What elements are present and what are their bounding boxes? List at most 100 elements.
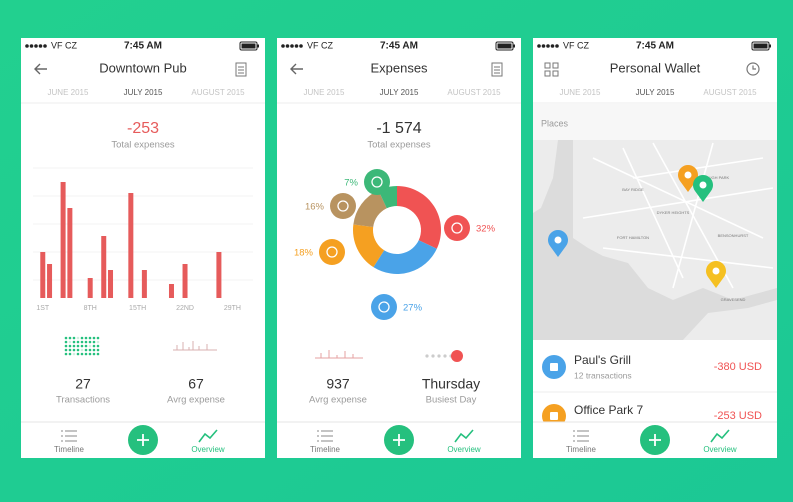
month-tab[interactable]: JUNE 2015 bbox=[560, 88, 601, 97]
dot-icon bbox=[64, 352, 68, 356]
signal-dot bbox=[555, 44, 559, 48]
dot-icon bbox=[84, 348, 88, 352]
total-amount: -1 574 bbox=[376, 120, 421, 137]
category-glyph bbox=[378, 301, 390, 313]
bar bbox=[67, 208, 73, 298]
place-glyph bbox=[550, 363, 558, 371]
dot-icon bbox=[96, 348, 100, 352]
signal-dot bbox=[38, 44, 43, 48]
month-tab[interactable]: AUGUST 2015 bbox=[447, 88, 501, 97]
phone-screen: VF CZ 7:45 AM Downtown Pub JUNE 2015 JULY 20… bbox=[21, 38, 265, 458]
history-button[interactable] bbox=[746, 62, 760, 76]
donut-segment bbox=[353, 190, 387, 227]
category-icon[interactable] bbox=[444, 215, 470, 241]
donut-segment bbox=[373, 240, 437, 274]
dot-icon bbox=[96, 352, 100, 356]
pin-glyph bbox=[554, 236, 562, 244]
map-road bbox=[672, 142, 714, 289]
signal-dot bbox=[34, 44, 38, 48]
map-land bbox=[683, 300, 777, 340]
dot-icon bbox=[72, 340, 76, 344]
tab-label[interactable]: Timeline bbox=[566, 445, 596, 454]
month-tab[interactable]: JULY 2015 bbox=[380, 88, 419, 97]
bar bbox=[216, 252, 222, 298]
signal-dot bbox=[29, 44, 34, 48]
dot-icon bbox=[64, 348, 68, 352]
x-tick-label: 22ND bbox=[176, 305, 194, 312]
percent-label: 27% bbox=[403, 303, 423, 314]
category-icon[interactable] bbox=[371, 294, 397, 320]
dot-icon bbox=[80, 340, 84, 344]
signal-dot bbox=[43, 44, 47, 48]
month-tab[interactable]: JULY 2015 bbox=[636, 88, 675, 97]
signal-dot bbox=[290, 44, 294, 48]
dot-icon bbox=[64, 336, 68, 340]
screen-title: Downtown Pub bbox=[99, 60, 186, 75]
percent-label: 18% bbox=[294, 248, 314, 259]
signal-dot bbox=[25, 44, 29, 48]
dot-icon bbox=[76, 344, 80, 348]
percent-label: 16% bbox=[305, 202, 325, 213]
x-tick-label: 15TH bbox=[129, 305, 146, 312]
overview-icon bbox=[454, 429, 474, 443]
map-label: BAY RIDGE bbox=[622, 187, 644, 192]
dot-icon bbox=[72, 348, 76, 352]
bar bbox=[141, 270, 147, 298]
dot-icon bbox=[92, 336, 96, 340]
tab-label[interactable]: Timeline bbox=[54, 445, 84, 454]
category-icon[interactable] bbox=[364, 169, 390, 195]
category-icon[interactable] bbox=[330, 193, 356, 219]
donut-segment bbox=[353, 224, 385, 268]
tab-label[interactable]: Overview bbox=[447, 445, 481, 454]
day-dot bbox=[425, 354, 429, 358]
map-label: DYKER HEIGHTS bbox=[657, 210, 690, 215]
dot-icon bbox=[72, 352, 76, 356]
section-bg bbox=[533, 104, 777, 140]
dot-icon bbox=[76, 336, 80, 340]
list-button[interactable] bbox=[491, 62, 503, 77]
category-glyph bbox=[451, 222, 463, 234]
month-tab[interactable]: JULY 2015 bbox=[124, 88, 163, 97]
list-button[interactable] bbox=[235, 62, 247, 77]
dot-icon bbox=[72, 344, 76, 348]
screen-title: Personal Wallet bbox=[610, 60, 701, 75]
signal-dot bbox=[281, 44, 285, 48]
map-road bbox=[632, 157, 764, 179]
bar bbox=[40, 252, 46, 298]
dot-icon bbox=[68, 340, 72, 344]
dot-icon bbox=[92, 352, 96, 356]
stat-label: Transactions bbox=[56, 395, 110, 406]
month-tab[interactable]: JUNE 2015 bbox=[304, 88, 345, 97]
tab-label[interactable]: Timeline bbox=[310, 445, 340, 454]
back-button[interactable] bbox=[290, 63, 303, 75]
percent-label: 7% bbox=[344, 178, 358, 189]
add-glyph bbox=[393, 434, 405, 446]
category-icon[interactable] bbox=[319, 239, 345, 265]
month-tab[interactable]: JUNE 2015 bbox=[48, 88, 89, 97]
timeline-icon bbox=[317, 430, 333, 442]
month-tab[interactable]: AUGUST 2015 bbox=[703, 88, 757, 97]
clock: 7:45 AM bbox=[380, 41, 418, 52]
total-label: Total expenses bbox=[111, 140, 175, 151]
bar bbox=[108, 270, 114, 298]
dot-icon bbox=[64, 344, 68, 348]
dot-icon bbox=[68, 344, 72, 348]
map: BOROUGH PARK BAY RIDGE DYKER HEIGHTS FORT H… bbox=[533, 140, 777, 340]
back-button[interactable] bbox=[34, 63, 47, 75]
day-dot bbox=[431, 354, 435, 358]
x-tick-label: 1ST bbox=[36, 305, 50, 312]
grid-button[interactable] bbox=[544, 62, 559, 77]
place-name[interactable]: Paul's Grill bbox=[574, 353, 631, 367]
month-tab[interactable]: AUGUST 2015 bbox=[191, 88, 245, 97]
pin-glyph bbox=[699, 181, 707, 189]
x-tick-label: 29TH bbox=[224, 305, 241, 312]
bar bbox=[128, 193, 134, 298]
tab-label[interactable]: Overview bbox=[191, 445, 225, 454]
timeline-icon bbox=[61, 430, 77, 442]
dot-icon bbox=[76, 348, 80, 352]
dot-icon bbox=[88, 340, 92, 344]
map-label: GRAVESEND bbox=[721, 297, 746, 302]
tab-label[interactable]: Overview bbox=[703, 445, 737, 454]
phone-screen: VF CZ 7:45 AM Personal Wallet JUNE 2015 JULY… bbox=[533, 38, 777, 458]
place-name[interactable]: Office Park 7 bbox=[574, 403, 643, 417]
